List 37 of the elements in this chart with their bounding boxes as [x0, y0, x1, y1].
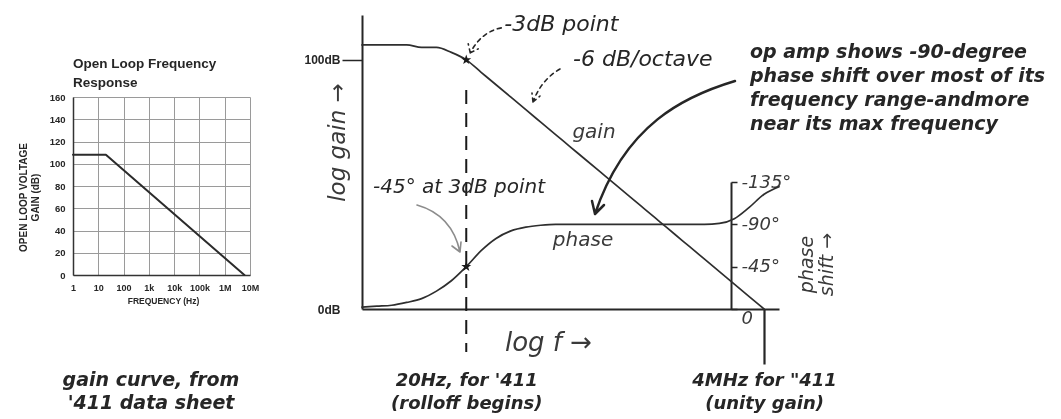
y-axis-title: log gain → — [323, 83, 350, 202]
y-tick-label: 40 — [54, 225, 66, 236]
y-tick-label: 120 — [49, 136, 66, 147]
y-tick-label: 60 — [54, 202, 66, 214]
legend-label: phase — [551, 227, 614, 251]
y-tick-label: 160 — [49, 91, 66, 103]
x-axis-title: log f → — [504, 326, 593, 357]
y-tick-label: 100 — [49, 158, 66, 170]
y2-tick-label: -45° — [741, 255, 780, 277]
y2-axis-title: phase shift → — [794, 232, 837, 297]
y-tick-label: 100dB — [304, 53, 341, 68]
x-tick-label: 20Hz, for '411 (rolloff begins) — [391, 368, 543, 413]
x-axis-title: FREQUENCY (Hz) — [127, 295, 200, 306]
x-tick-label: 10M — [241, 282, 260, 293]
y-tick-label: 0dB — [317, 302, 341, 317]
y2-tick-label: -90° — [741, 212, 780, 234]
x-tick-label: 10 — [93, 282, 104, 293]
x-tick-label: 1 — [70, 282, 77, 293]
series-label: gain — [572, 119, 616, 143]
y-axis-title: OPEN LOOP VOLTAGE GAIN (dB) — [17, 142, 41, 252]
x-tick-label: 100k — [189, 282, 211, 293]
annotation: op amp shows -90-degree phase shift over most of its frequency range-andmore near its max frequency — [749, 40, 1046, 134]
annotation: -3dB point — [504, 10, 620, 36]
y2-tick-label: -135° — [741, 170, 792, 192]
x-tick-label: 1k — [144, 282, 156, 293]
x-tick-label: 100 — [116, 282, 132, 293]
y-tick-label: 80 — [54, 180, 66, 192]
x-tick-label: 4MHz for "411 (unity gain) — [691, 368, 837, 413]
y-tick-label: 140 — [49, 113, 66, 125]
x-tick-label: 1M — [218, 282, 232, 293]
x-tick-label: 10k — [167, 282, 184, 293]
y-tick-label: 0 — [60, 269, 66, 281]
y-tick-label: 20 — [54, 247, 66, 259]
chart-title: Open Loop Frequency Response — [73, 56, 217, 90]
y2-tick-label: 0 — [741, 306, 753, 328]
annotation: -6 dB/octave — [573, 46, 713, 71]
text: gain curve, from '411 data sheet — [62, 368, 240, 413]
